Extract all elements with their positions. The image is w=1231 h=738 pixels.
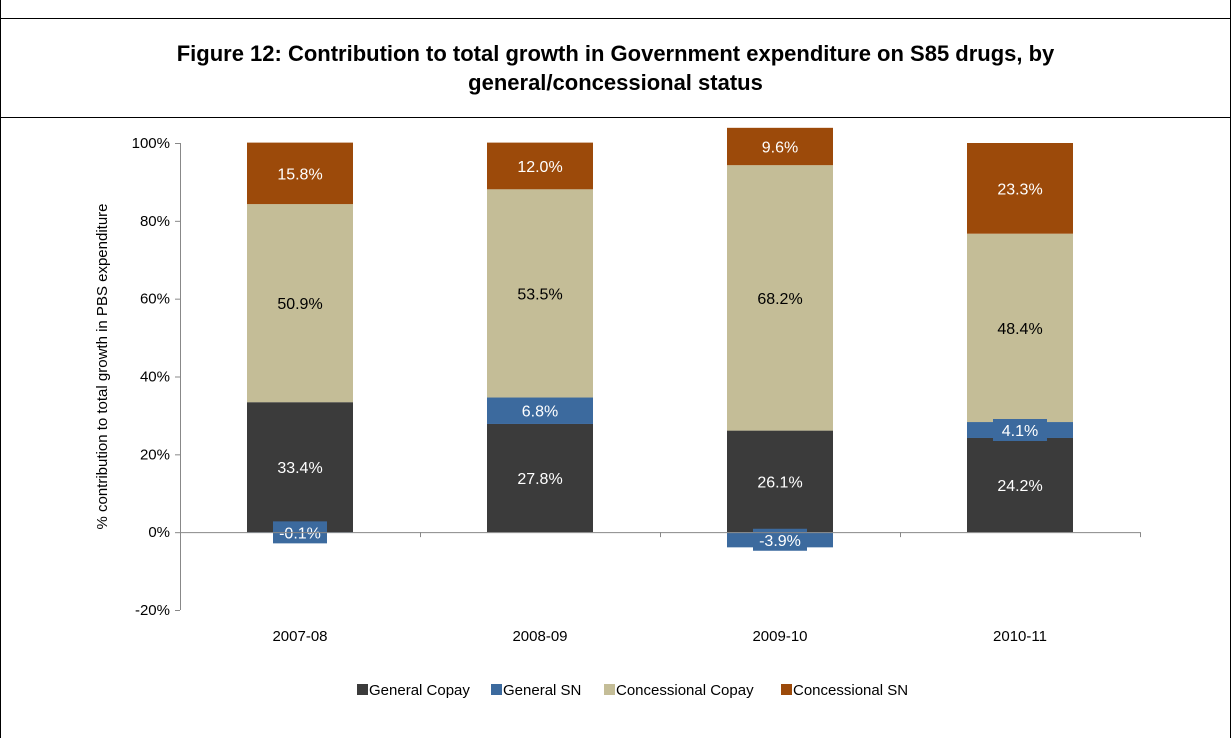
y-tick-label: 100% [132, 135, 170, 152]
y-tick-label: 0% [148, 524, 170, 541]
x-tick-label: 2008-09 [512, 628, 567, 645]
bar-segment [247, 142, 353, 205]
legend-label: Concessional Copay [616, 682, 754, 699]
legend-swatch [491, 684, 502, 695]
data-label: 33.4% [277, 460, 322, 477]
y-tick-label: 60% [140, 291, 170, 308]
data-label: 12.0% [517, 159, 562, 176]
data-label: 6.8% [522, 404, 558, 421]
data-label: 9.6% [762, 140, 798, 157]
data-label: 53.5% [517, 286, 562, 303]
legend-label: Concessional SN [793, 682, 908, 699]
bar-segment [247, 402, 353, 533]
x-tick-label: 2010-11 [993, 628, 1047, 645]
data-label: 48.4% [997, 321, 1042, 338]
bar-segment [487, 142, 593, 190]
data-label: 68.2% [757, 291, 802, 308]
legend-label: General SN [503, 682, 581, 699]
data-label: 15.8% [277, 166, 322, 183]
chart-title: Figure 12: Contribution to total growth … [176, 41, 1055, 95]
data-label-box [753, 528, 807, 551]
bar-segment [487, 423, 593, 533]
bar-segment [727, 165, 833, 431]
data-label: 24.2% [997, 478, 1042, 495]
y-tick-label: 80% [140, 213, 170, 230]
bar-segment [967, 437, 1073, 533]
legend-label: General Copay [369, 682, 470, 699]
bar-segment [487, 397, 593, 424]
legend-swatch [604, 684, 615, 695]
y-tick-label: 20% [140, 446, 170, 463]
data-label: 23.3% [997, 181, 1042, 198]
y-tick-label: -20% [135, 602, 170, 619]
data-label: 50.9% [277, 296, 322, 313]
legend-swatch [357, 684, 368, 695]
plot-area: -20% 0% 20% 40% 60% 80% 100% % contribution to … [94, 127, 1141, 645]
legend: General Copay General SN Concessional Copa… [357, 682, 908, 699]
y-tick-label: 40% [140, 369, 170, 386]
data-label-box [993, 419, 1047, 442]
bar-segment [727, 430, 833, 533]
x-tick-label: 2009-10 [752, 628, 807, 645]
y-axis-label: % contribution to total growth in PBS ex… [94, 203, 111, 529]
data-label: -0.1% [279, 525, 321, 542]
bar-segment [967, 233, 1073, 423]
x-tick-label: 2007-08 [272, 628, 327, 645]
data-label: 4.1% [1002, 423, 1038, 440]
title-box: Figure 12: Contribution to total growth … [0, 18, 1231, 118]
bar-segment [487, 189, 593, 398]
data-label: -3.9% [759, 533, 801, 550]
data-label: 26.1% [757, 474, 802, 491]
bar-segment [247, 204, 353, 403]
bar-segment [967, 143, 1073, 234]
bar-segment [727, 127, 833, 166]
legend-swatch [781, 684, 792, 695]
data-label: 27.8% [517, 471, 562, 488]
